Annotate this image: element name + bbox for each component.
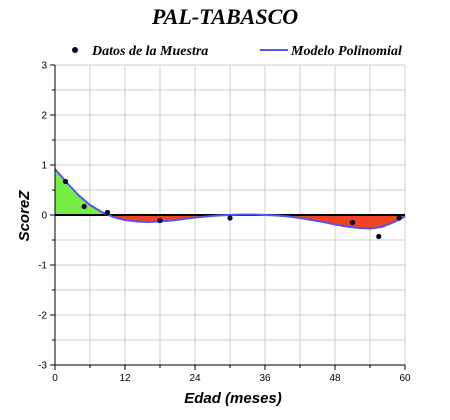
x-axis-title: Edad (meses) bbox=[184, 390, 282, 407]
area-fills bbox=[55, 169, 405, 229]
curve-layer bbox=[54, 168, 406, 230]
legend-label-datos: Datos de la Muestra bbox=[91, 44, 208, 59]
data-point bbox=[104, 209, 111, 216]
legend: Datos de la Muestra Modelo Polinomial bbox=[72, 44, 402, 59]
data-points bbox=[62, 178, 402, 240]
x-tick-label: 0 bbox=[52, 373, 58, 384]
y-tick-label: -3 bbox=[38, 361, 47, 372]
chart-title: PAL-TABASCO bbox=[151, 4, 299, 29]
data-point bbox=[396, 215, 402, 221]
y-ticks: -3 -2 -1 0 1 2 3 bbox=[38, 61, 55, 372]
legend-label-modelo: Modelo Polinomial bbox=[290, 44, 402, 59]
x-ticks: 0 12 24 36 48 60 bbox=[52, 365, 411, 384]
y-tick-label: -2 bbox=[38, 311, 47, 322]
y-axis-title: ScoreZ bbox=[16, 190, 33, 242]
series-line-modelo-polinomial bbox=[54, 168, 406, 230]
data-point bbox=[349, 219, 356, 226]
data-point bbox=[81, 203, 87, 210]
x-tick-label: 24 bbox=[189, 373, 201, 384]
positive-area-fill bbox=[55, 169, 405, 215]
y-tick-label: 3 bbox=[41, 61, 47, 72]
x-tick-label: 12 bbox=[119, 373, 131, 384]
legend-marker-datos bbox=[72, 47, 78, 53]
x-tick-label: 60 bbox=[399, 373, 411, 384]
y-tick-label: -1 bbox=[38, 261, 47, 272]
data-point bbox=[376, 233, 382, 240]
data-point bbox=[227, 215, 233, 221]
y-tick-label: 1 bbox=[41, 161, 47, 172]
data-point bbox=[62, 178, 69, 185]
x-tick-label: 48 bbox=[329, 373, 341, 384]
data-point bbox=[157, 217, 163, 224]
negative-area-fill bbox=[55, 215, 405, 229]
x-tick-label: 36 bbox=[259, 373, 271, 384]
y-tick-label: 2 bbox=[41, 111, 47, 122]
y-tick-label: 0 bbox=[41, 211, 47, 222]
